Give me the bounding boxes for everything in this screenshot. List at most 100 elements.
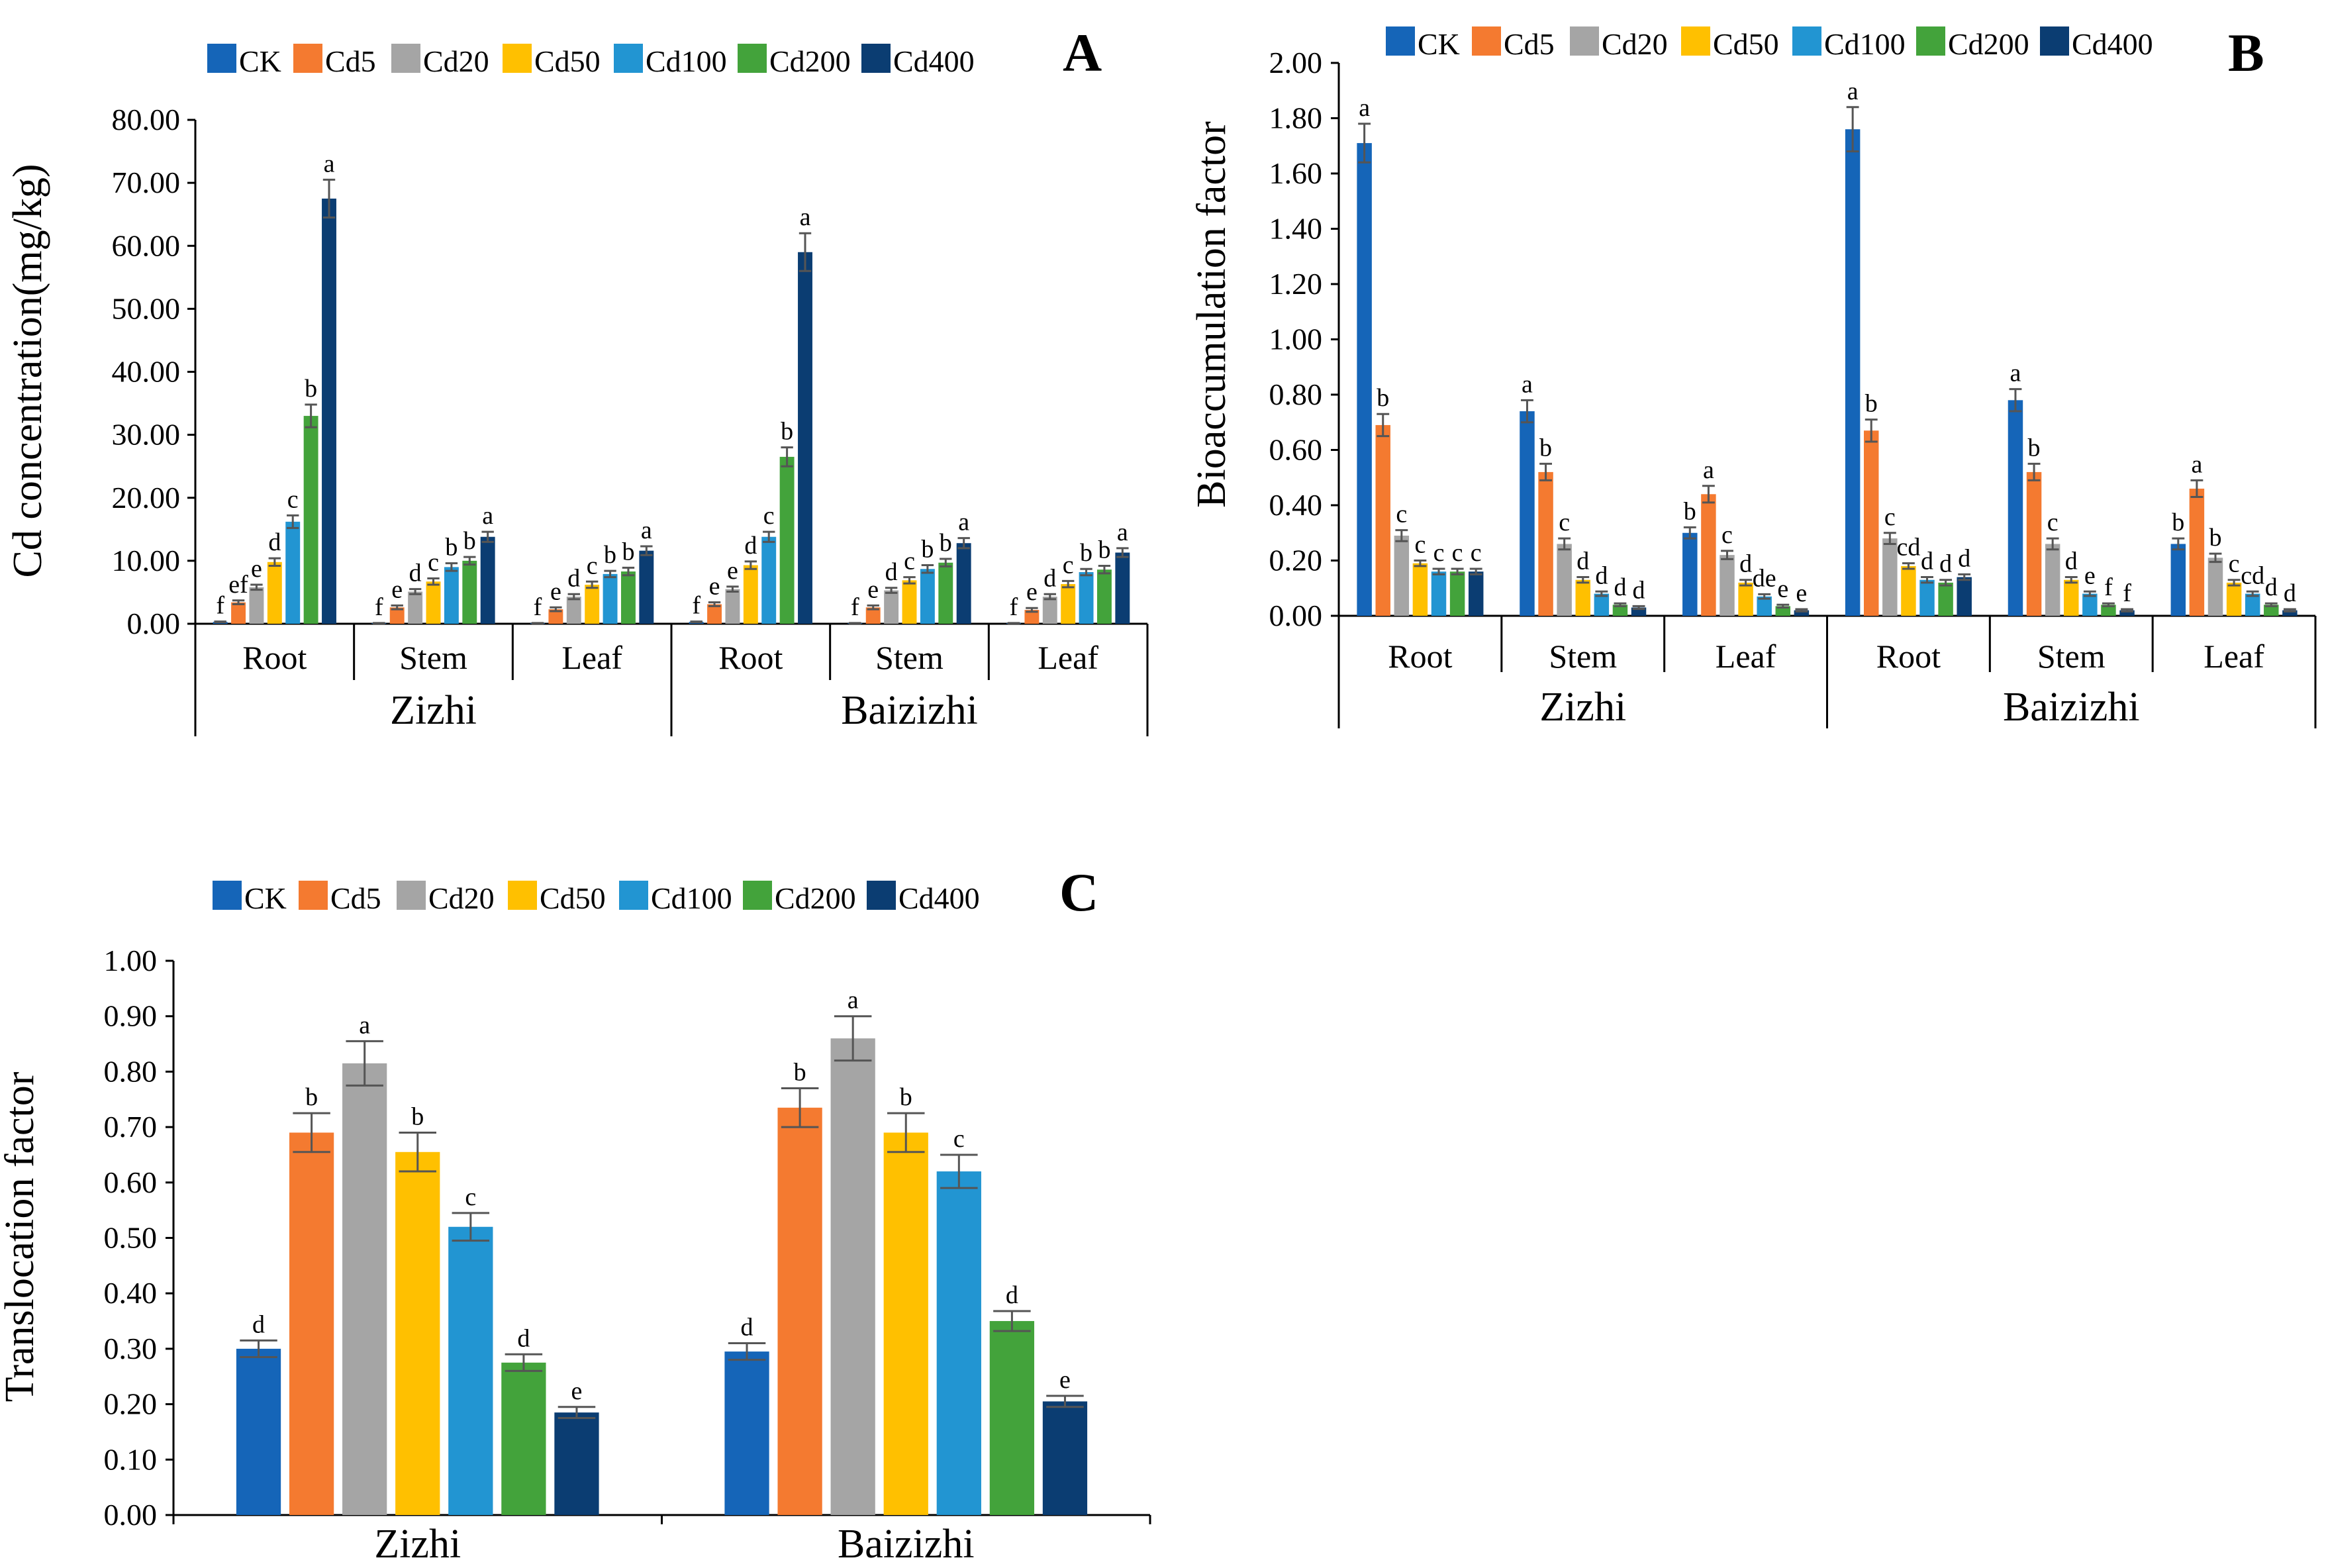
significance-letter-a: c xyxy=(287,485,299,513)
legend-swatch-cd50 xyxy=(503,44,532,73)
legend-swatch-cd50 xyxy=(1681,26,1710,56)
legend-swatch-cd5 xyxy=(299,881,328,910)
significance-letter-a: d xyxy=(409,560,422,587)
bar-b-cd400 xyxy=(1957,577,1972,616)
panel-b-chart: CK Cd5 Cd20 Cd50 Cd100 Cd200 Cd400 0.00 0.20 0.40… xyxy=(1189,23,2317,730)
y-tick-label-b: 1.60 xyxy=(1269,156,1323,190)
bar-a-cd20 xyxy=(725,589,740,624)
legend-swatch-cd400 xyxy=(2040,26,2069,56)
significance-letter-a: f xyxy=(534,593,542,621)
y-tick-label-a: 10.00 xyxy=(112,544,181,577)
category-label-b-root: Root xyxy=(1876,638,1941,675)
y-tick-label-a: 30.00 xyxy=(112,418,181,452)
significance-letter-b: b xyxy=(1377,384,1389,412)
bar-c-ck xyxy=(236,1348,281,1515)
legend-label-cd100: Cd100 xyxy=(651,881,732,915)
bar-c-cd100 xyxy=(936,1171,981,1515)
significance-letter-c: a xyxy=(848,987,859,1014)
significance-letter-b: c xyxy=(1414,531,1426,559)
bar-a-cd50 xyxy=(267,562,282,624)
bar-c-cd400 xyxy=(554,1412,599,1515)
bar-a-cd100 xyxy=(1079,571,1094,624)
significance-letter-a: f xyxy=(692,592,701,620)
significance-letter-b: c xyxy=(1471,539,1482,567)
significance-letter-b: c xyxy=(1433,539,1445,567)
bar-b-cd200 xyxy=(1449,571,1465,616)
y-tick-label-c: 0.50 xyxy=(104,1221,158,1255)
significance-letter-c: a xyxy=(359,1011,370,1039)
significance-letter-c: e xyxy=(571,1377,583,1405)
legend-label-ck: CK xyxy=(239,44,281,78)
legend-label-cd50: Cd50 xyxy=(540,881,606,915)
significance-letter-b: b xyxy=(1684,497,1696,525)
legend-swatch-cd5 xyxy=(293,44,322,73)
y-tick-label-b: 0.40 xyxy=(1269,488,1323,522)
bar-a-cd50 xyxy=(902,580,917,624)
category-label-a-stem: Stem xyxy=(399,639,467,676)
bar-c-cd5 xyxy=(289,1132,334,1515)
significance-letter-b: c xyxy=(1884,503,1896,531)
y-tick-label-b: 2.00 xyxy=(1269,46,1323,79)
significance-letter-a: d xyxy=(885,558,898,586)
significance-letter-b: d xyxy=(1595,562,1608,589)
bar-a-cd5 xyxy=(548,609,563,624)
bar-b-cd50 xyxy=(1575,579,1590,616)
y-tick-label-a: 60.00 xyxy=(112,228,181,262)
significance-letter-a: f xyxy=(375,593,383,621)
bar-a-cd200 xyxy=(779,456,795,624)
y-tick-label-a: 0.00 xyxy=(127,607,181,640)
significance-letter-b: a xyxy=(1847,77,1859,105)
legend-swatch-cd400 xyxy=(861,44,891,73)
bar-a-cd200 xyxy=(938,562,953,624)
significance-letter-b: c xyxy=(2229,550,2240,578)
significance-letter-c: d xyxy=(252,1310,265,1338)
bar-b-cd200 xyxy=(1775,606,1791,616)
significance-letter-c: d xyxy=(517,1324,530,1352)
legend-label-ck: CK xyxy=(1418,27,1460,61)
legend-swatch-ck xyxy=(213,881,242,910)
significance-letter-a: e xyxy=(251,555,262,583)
legend-swatch-cd100 xyxy=(619,881,648,910)
bar-a-cd5 xyxy=(1024,610,1040,624)
panel-label-a: A xyxy=(1063,23,1102,83)
category-label-a-root: Root xyxy=(242,639,307,676)
significance-letter-b: d xyxy=(1633,576,1645,604)
y-tick-label-c: 0.40 xyxy=(104,1276,158,1310)
y-tick-label-c: 0.20 xyxy=(104,1387,158,1421)
bar-b-cd5 xyxy=(1863,430,1879,616)
bar-a-cd200 xyxy=(620,571,636,624)
bar-a-cd5 xyxy=(865,607,881,624)
significance-letter-b: c xyxy=(2047,509,2059,536)
significance-letter-a: f xyxy=(216,592,224,620)
significance-letter-c: b xyxy=(794,1059,806,1087)
significance-letter-a: f xyxy=(1010,593,1018,621)
y-tick-label-a: 20.00 xyxy=(112,481,181,514)
bar-c-cd50 xyxy=(883,1132,928,1515)
significance-letter-b: e xyxy=(2084,562,2096,589)
bar-b-cd5 xyxy=(2189,488,2205,616)
y-tick-label-b: 1.00 xyxy=(1269,322,1323,356)
y-tick-label-b: 1.40 xyxy=(1269,212,1323,246)
significance-letter-a: b xyxy=(622,538,634,565)
category-label-b-stem: Stem xyxy=(2037,638,2106,675)
bar-a-cd20 xyxy=(884,590,899,624)
legend-swatch-cd400 xyxy=(867,881,896,910)
legend-label-cd400: Cd400 xyxy=(2072,27,2153,61)
significance-letter-a: b xyxy=(1098,536,1110,564)
significance-letter-a: e xyxy=(867,575,879,603)
bar-b-cd200 xyxy=(2101,605,2116,616)
legend-swatch-cd200 xyxy=(743,881,772,910)
significance-letter-a: c xyxy=(904,548,915,575)
significance-letter-b: a xyxy=(2191,450,2202,478)
bar-a-cd400 xyxy=(639,550,654,624)
significance-letter-b: cd xyxy=(2241,562,2264,589)
significance-letter-b: d xyxy=(2284,579,2296,607)
bar-a-cd100 xyxy=(603,573,618,624)
legend-label-cd50: Cd50 xyxy=(534,44,601,78)
bar-b-cd200 xyxy=(1612,605,1628,616)
significance-letter-b: a xyxy=(2010,360,2021,387)
significance-letter-b: d xyxy=(2065,548,2078,575)
bar-b-cd100 xyxy=(2245,593,2260,616)
bar-b-cd50 xyxy=(1738,582,1753,616)
bar-b-cd20 xyxy=(1394,535,1410,616)
